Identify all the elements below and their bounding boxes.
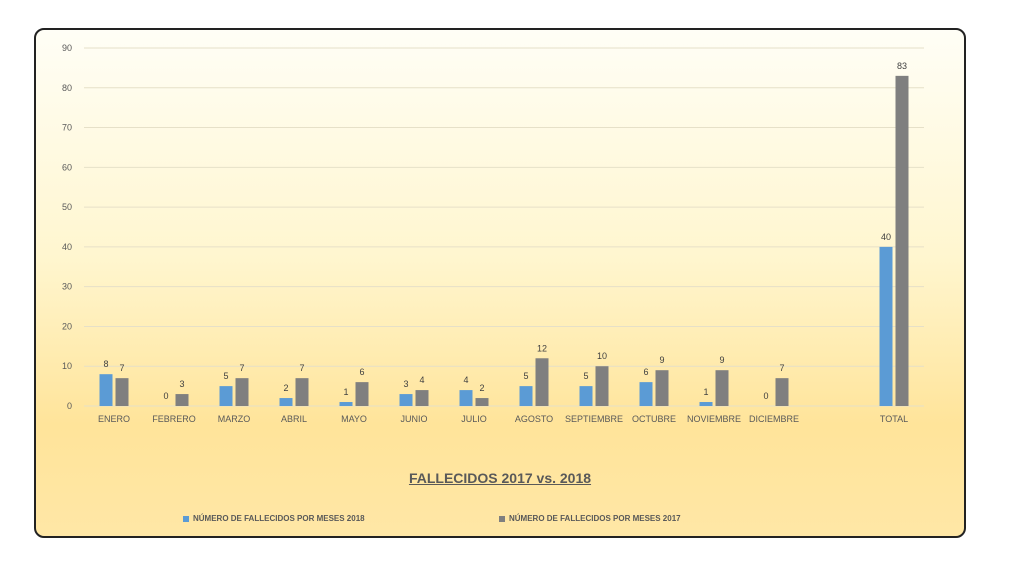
bar-2018 <box>99 374 113 406</box>
data-label: 0 <box>163 391 168 401</box>
data-label: 2 <box>283 383 288 393</box>
legend-item-2017: NÚMERO DE FALLECIDOS POR MESES 2017 <box>499 514 681 523</box>
bar-2017 <box>775 378 789 406</box>
bar-2017 <box>175 394 189 406</box>
data-label: 4 <box>463 375 468 385</box>
data-label: 6 <box>643 367 648 377</box>
data-label: 7 <box>299 363 304 373</box>
bar-2018 <box>219 386 233 406</box>
bar-2017 <box>595 366 609 406</box>
bar-2017 <box>235 378 249 406</box>
bar-2017 <box>895 75 909 406</box>
x-axis-labels: ENERO FEBRERO MARZO ABRIL MAYO JUNIO JULIO AGOS… <box>98 414 908 424</box>
bar-2017 <box>355 382 369 406</box>
category-label: MARZO <box>218 414 251 424</box>
bars <box>99 75 909 406</box>
y-tick-label: 30 <box>62 282 72 292</box>
data-labels: 8 7 0 3 5 7 2 7 1 6 3 4 4 2 5 12 5 10 6 9 1 9 0 7 40 83 <box>103 61 907 401</box>
gridlines <box>84 47 924 407</box>
data-label: 12 <box>537 343 547 353</box>
bar-2017 <box>475 398 489 406</box>
data-label: 10 <box>597 351 607 361</box>
legend-item-2018: NÚMERO DE FALLECIDOS POR MESES 2018 <box>183 514 365 523</box>
data-label: 0 <box>763 391 768 401</box>
y-tick-label: 0 <box>67 401 72 411</box>
chart-title: FALLECIDOS 2017 vs. 2018 <box>408 470 592 486</box>
bar-2017 <box>295 378 309 406</box>
category-label: MAYO <box>341 414 367 424</box>
bar-2018 <box>699 402 713 406</box>
bar-2018 <box>579 386 593 406</box>
y-tick-label: 50 <box>62 202 72 212</box>
data-label: 6 <box>359 367 364 377</box>
data-label: 5 <box>583 371 588 381</box>
data-label: 4 <box>419 375 424 385</box>
data-label: 9 <box>719 355 724 365</box>
legend-swatch-2018 <box>183 515 189 522</box>
category-label: AGOSTO <box>515 414 553 424</box>
y-axis-ticks: 0 10 20 30 40 50 60 70 80 90 <box>62 43 72 411</box>
data-label: 5 <box>523 371 528 381</box>
category-label: ENERO <box>98 414 130 424</box>
data-label: 83 <box>897 61 907 71</box>
y-tick-label: 70 <box>62 123 72 133</box>
category-label: FEBRERO <box>152 414 196 424</box>
y-tick-label: 10 <box>62 361 72 371</box>
legend-swatch-2017 <box>499 515 505 522</box>
data-label: 9 <box>659 355 664 365</box>
category-label: SEPTIEMBRE <box>565 414 623 424</box>
y-tick-label: 80 <box>62 83 72 93</box>
y-tick-label: 20 <box>62 321 72 331</box>
data-label: 40 <box>881 232 891 242</box>
category-label: OCTUBRE <box>632 414 676 424</box>
data-label: 2 <box>479 383 484 393</box>
bar-2018 <box>879 246 893 406</box>
data-label: 1 <box>703 387 708 397</box>
bar-2018 <box>399 394 413 406</box>
legend-label-2018: NÚMERO DE FALLECIDOS POR MESES 2018 <box>193 514 365 523</box>
bar-2018 <box>279 398 293 406</box>
data-label: 5 <box>223 371 228 381</box>
bar-2017 <box>415 390 429 406</box>
bar-2017 <box>115 378 129 406</box>
category-label: JUNIO <box>401 414 428 424</box>
category-label: DICIEMBRE <box>749 414 799 424</box>
y-tick-label: 90 <box>62 43 72 53</box>
data-label: 1 <box>343 387 348 397</box>
category-label: TOTAL <box>880 414 908 424</box>
data-label: 3 <box>179 379 184 389</box>
bar-2018 <box>519 386 533 406</box>
data-label: 3 <box>403 379 408 389</box>
bar-2018 <box>339 402 353 406</box>
bar-2018 <box>459 390 473 406</box>
bar-2017 <box>655 370 669 406</box>
bar-2017 <box>535 358 549 406</box>
chart-frame: 0 10 20 30 40 50 60 70 80 90 8 7 0 3 5 7 2 7 1 6 3 4 4 2 5 12 5 10… <box>34 28 966 538</box>
data-label: 7 <box>239 363 244 373</box>
legend-label-2017: NÚMERO DE FALLECIDOS POR MESES 2017 <box>509 514 681 523</box>
data-label: 8 <box>103 359 108 369</box>
bar-2017 <box>715 370 729 406</box>
data-label: 7 <box>779 363 784 373</box>
bar-2018 <box>639 382 653 406</box>
data-label: 7 <box>119 363 124 373</box>
category-label: NOVIEMBRE <box>687 414 741 424</box>
y-tick-label: 60 <box>62 162 72 172</box>
y-tick-label: 40 <box>62 242 72 252</box>
category-label: JULIO <box>461 414 487 424</box>
category-label: ABRIL <box>281 414 307 424</box>
